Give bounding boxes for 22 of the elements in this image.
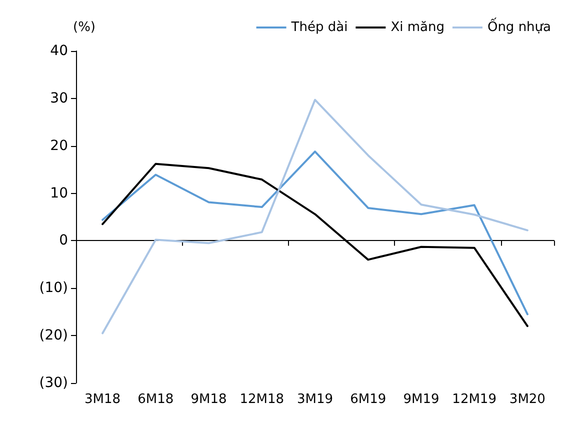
x-tick-label: 3M20 xyxy=(509,392,546,407)
legend-label: Thép dài xyxy=(290,20,348,35)
y-axis-title: (%) xyxy=(73,20,96,35)
x-tick-label: 3M18 xyxy=(84,392,121,407)
y-tick-label: 20 xyxy=(50,138,68,154)
y-tick-label: 30 xyxy=(50,90,68,106)
x-tick-label: 3M19 xyxy=(296,392,334,407)
y-tick-label: (20) xyxy=(39,328,68,344)
x-tick-label: 12M18 xyxy=(240,392,284,407)
y-tick-label: 10 xyxy=(50,185,68,202)
line-series xyxy=(102,98,528,334)
legend-label: Ống nhựa xyxy=(487,17,552,35)
x-tick-label: 9M18 xyxy=(190,392,227,407)
x-tick-label: 12M19 xyxy=(452,392,496,407)
y-tick-label: (30) xyxy=(39,375,68,391)
y-tick-label: (10) xyxy=(39,280,68,296)
y-tick-label: 0 xyxy=(59,232,68,249)
x-tick-label: 6M19 xyxy=(350,392,386,407)
y-tick-label: 40 xyxy=(50,43,68,59)
legend-label: Xi măng xyxy=(390,20,444,35)
x-tick-label: 9M19 xyxy=(403,392,440,407)
x-tick-label: 6M18 xyxy=(138,392,174,407)
